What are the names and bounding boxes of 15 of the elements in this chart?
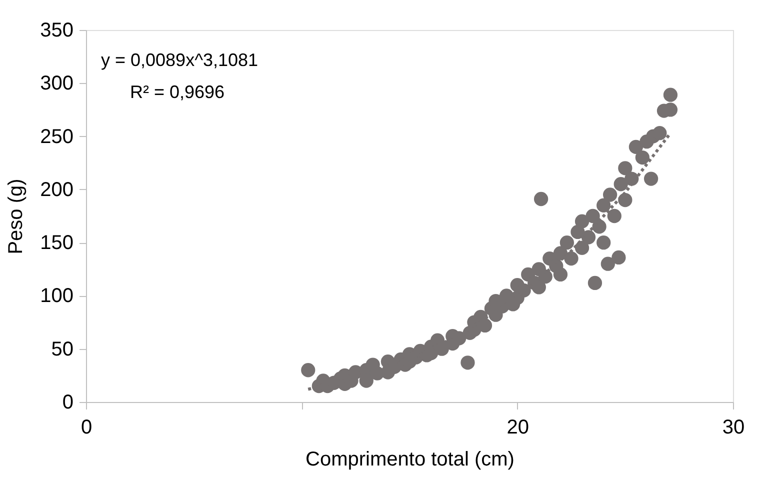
x-tick-label: 30 (722, 416, 745, 438)
y-tick-label: 250 (40, 126, 74, 148)
y-tick-label: 300 (40, 72, 74, 95)
annotation: R² = 0,9696 (130, 82, 225, 102)
y-axis-title: Peso (g) (5, 178, 28, 254)
x-axis-title: Comprimento total (cm) (306, 448, 514, 470)
x-tick-label: 20 (506, 416, 529, 438)
y-tick-label: 50 (51, 338, 74, 360)
y-tick-label: 200 (40, 178, 74, 201)
y-tick-label: 100 (40, 285, 74, 308)
x-tick-label: 0 (80, 416, 92, 438)
y-tick-label: 0 (62, 392, 74, 414)
annotation: y = 0,0089x^3,1081 (101, 50, 258, 70)
y-tick-label: 150 (40, 232, 74, 254)
y-tick-label: 350 (40, 20, 74, 42)
